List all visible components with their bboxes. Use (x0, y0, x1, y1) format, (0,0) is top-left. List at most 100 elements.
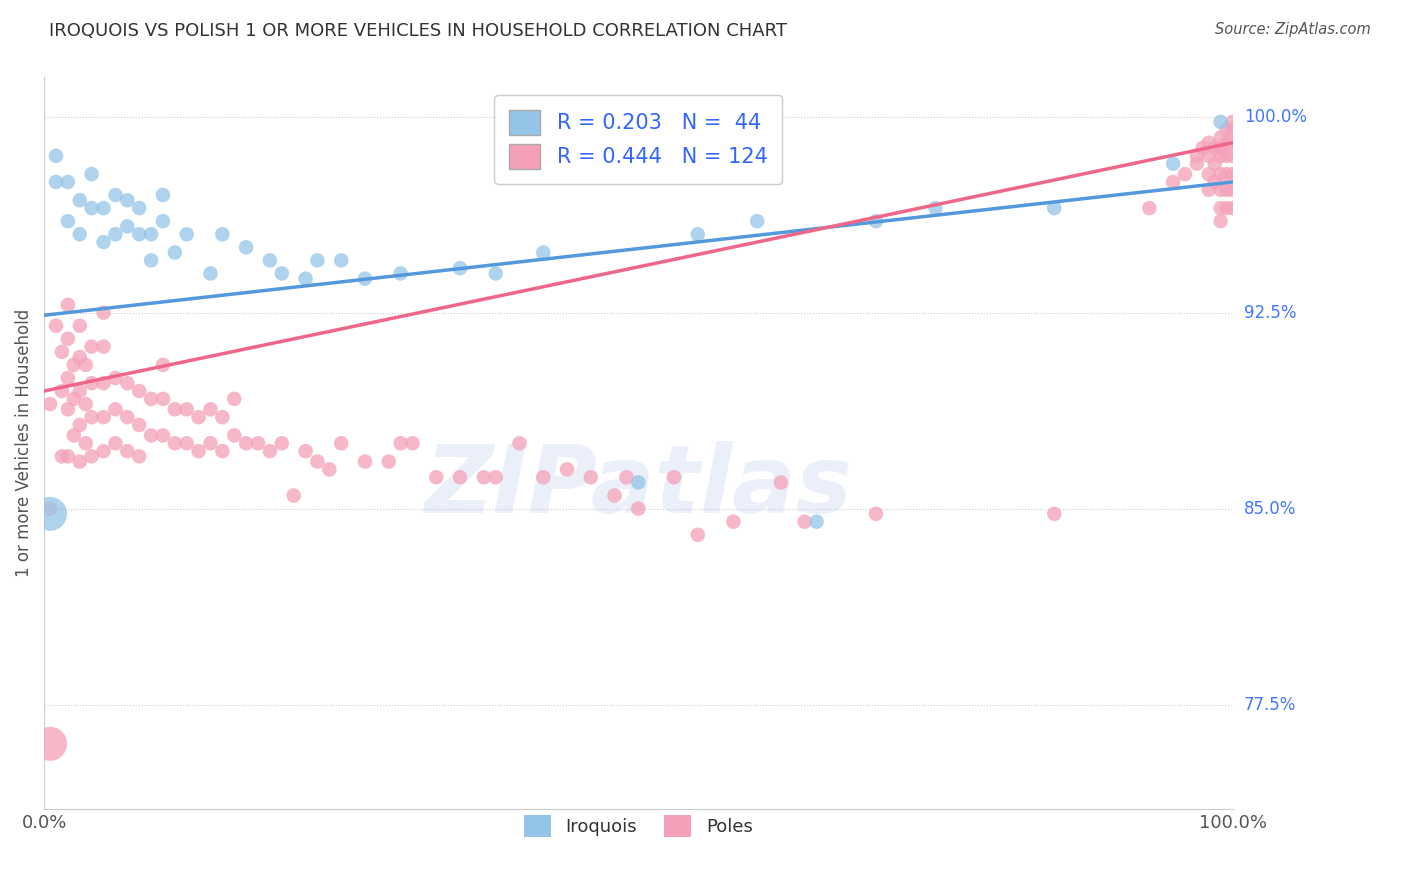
Point (769, 475, 792, 490)
Point (45, 318, 67, 333)
Point (806, 515, 828, 529)
Point (56, 371, 79, 385)
Point (472, 470, 495, 484)
Point (56, 298, 79, 312)
Point (63, 392, 86, 406)
Point (259, 444, 281, 458)
Point (211, 410, 233, 425)
Point (555, 462, 578, 476)
Point (1215, 183, 1237, 197)
Point (75, 358, 97, 372)
Point (377, 454, 399, 468)
Point (1209, 201, 1232, 215)
Point (211, 444, 233, 458)
Point (662, 470, 685, 484)
Point (117, 219, 139, 234)
Point (69, 227, 91, 242)
Point (283, 489, 305, 503)
Point (1209, 214, 1232, 228)
Point (1222, 201, 1244, 215)
Text: IROQUOIS VS POLISH 1 OR MORE VEHICLES IN HOUSEHOLD CORRELATION CHART: IROQUOIS VS POLISH 1 OR MORE VEHICLES IN… (49, 22, 787, 40)
Point (104, 227, 127, 242)
Point (104, 402, 127, 417)
Point (1222, 167, 1244, 181)
Point (152, 358, 174, 372)
Point (69, 417, 91, 432)
Point (1204, 175, 1226, 189)
Point (93, 235, 115, 249)
Point (1222, 122, 1244, 136)
Point (104, 371, 127, 385)
Point (616, 470, 638, 484)
Point (75, 436, 97, 450)
Point (163, 245, 186, 260)
Point (128, 417, 150, 432)
Point (176, 402, 198, 417)
Point (1174, 167, 1197, 181)
Point (224, 392, 246, 406)
Point (139, 227, 162, 242)
Point (1198, 183, 1220, 197)
Point (176, 436, 198, 450)
Point (117, 410, 139, 425)
Text: 100.0%: 100.0% (1244, 108, 1306, 126)
Point (747, 214, 769, 228)
Point (152, 188, 174, 202)
Point (80, 376, 103, 391)
Point (485, 267, 508, 281)
Point (117, 194, 139, 208)
Point (200, 267, 222, 281)
Point (139, 428, 162, 442)
Point (139, 392, 162, 406)
Point (75, 397, 97, 411)
Point (793, 515, 815, 529)
Point (389, 436, 412, 450)
Point (259, 253, 281, 268)
Point (128, 201, 150, 215)
Point (485, 470, 508, 484)
Point (128, 384, 150, 398)
Point (318, 462, 340, 476)
Point (56, 214, 79, 228)
Point (117, 444, 139, 458)
Point (104, 188, 127, 202)
Point (627, 501, 650, 516)
Point (1209, 183, 1232, 197)
Point (1215, 122, 1237, 136)
Text: 92.5%: 92.5% (1244, 303, 1296, 322)
Point (354, 454, 377, 468)
Point (69, 454, 91, 468)
Point (1209, 141, 1232, 155)
Point (51, 450, 73, 464)
Point (1215, 201, 1237, 215)
Point (1043, 507, 1066, 521)
Point (1209, 130, 1232, 145)
Point (235, 436, 257, 450)
Point (1209, 115, 1232, 129)
Point (1215, 136, 1237, 150)
Point (80, 340, 103, 354)
Point (270, 436, 292, 450)
Point (1185, 156, 1208, 170)
Point (330, 253, 353, 268)
Point (39, 507, 62, 521)
Point (187, 444, 209, 458)
Point (307, 454, 329, 468)
Point (152, 214, 174, 228)
Point (56, 402, 79, 417)
Point (425, 470, 447, 484)
Point (80, 450, 103, 464)
Point (1222, 136, 1244, 150)
Point (1215, 167, 1237, 181)
Point (330, 436, 353, 450)
Point (93, 201, 115, 215)
Point (579, 470, 602, 484)
Point (1209, 149, 1232, 163)
Point (51, 344, 73, 359)
Point (139, 253, 162, 268)
Point (80, 410, 103, 425)
Point (1222, 149, 1244, 163)
Point (603, 489, 626, 503)
Point (354, 271, 377, 285)
Point (200, 402, 222, 417)
